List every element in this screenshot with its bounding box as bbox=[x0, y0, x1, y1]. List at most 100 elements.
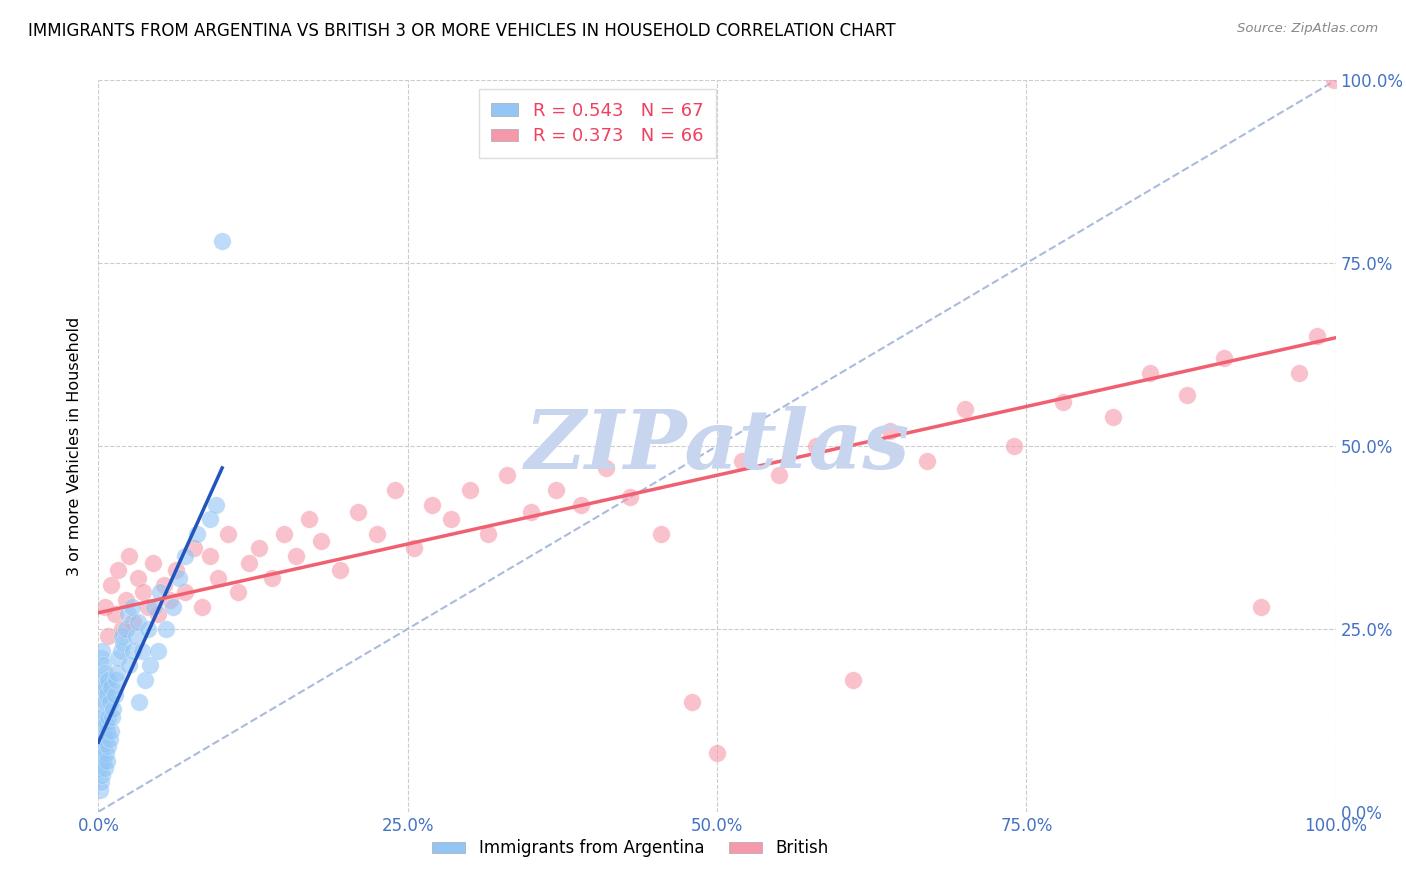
Point bbox=[93, 658, 115, 673]
Point bbox=[103, 607, 125, 622]
Point bbox=[93, 695, 115, 709]
Point bbox=[162, 599, 184, 614]
Point bbox=[768, 468, 790, 483]
Point bbox=[804, 439, 827, 453]
Point bbox=[309, 534, 332, 549]
Point bbox=[247, 541, 270, 556]
Point bbox=[93, 599, 115, 614]
Point bbox=[97, 739, 120, 753]
Point bbox=[111, 629, 134, 643]
Point bbox=[149, 585, 172, 599]
Point bbox=[167, 571, 190, 585]
Point bbox=[198, 512, 221, 526]
Point bbox=[650, 526, 672, 541]
Point bbox=[191, 599, 214, 614]
Point bbox=[89, 782, 111, 797]
Point bbox=[122, 615, 145, 629]
Point bbox=[127, 615, 149, 629]
Point bbox=[105, 665, 128, 680]
Point bbox=[93, 688, 115, 702]
Point bbox=[569, 498, 592, 512]
Point bbox=[91, 673, 114, 687]
Point bbox=[1213, 351, 1236, 366]
Point bbox=[520, 505, 543, 519]
Point bbox=[89, 702, 111, 716]
Point bbox=[91, 709, 114, 723]
Text: ZIPatlas: ZIPatlas bbox=[524, 406, 910, 486]
Point bbox=[1250, 599, 1272, 614]
Point bbox=[103, 702, 125, 716]
Point bbox=[122, 644, 145, 658]
Point bbox=[1306, 329, 1329, 343]
Point bbox=[100, 724, 122, 739]
Point bbox=[174, 585, 197, 599]
Point bbox=[366, 526, 388, 541]
Point bbox=[114, 592, 136, 607]
Point bbox=[155, 622, 177, 636]
Point bbox=[402, 541, 425, 556]
Point bbox=[101, 709, 124, 723]
Point bbox=[440, 512, 463, 526]
Point bbox=[121, 599, 143, 614]
Point bbox=[198, 549, 221, 563]
Point bbox=[103, 688, 125, 702]
Point bbox=[118, 658, 141, 673]
Point bbox=[98, 695, 121, 709]
Point bbox=[131, 644, 153, 658]
Point bbox=[1175, 388, 1198, 402]
Point bbox=[731, 453, 754, 467]
Point bbox=[90, 681, 112, 695]
Text: IMMIGRANTS FROM ARGENTINA VS BRITISH 3 OR MORE VEHICLES IN HOUSEHOLD CORRELATION: IMMIGRANTS FROM ARGENTINA VS BRITISH 3 O… bbox=[28, 22, 896, 40]
Point bbox=[104, 673, 127, 687]
Point bbox=[107, 563, 129, 577]
Point bbox=[91, 768, 114, 782]
Point bbox=[681, 695, 703, 709]
Point bbox=[226, 585, 249, 599]
Point bbox=[93, 754, 115, 768]
Point bbox=[112, 636, 135, 650]
Point bbox=[127, 571, 149, 585]
Y-axis label: 3 or more Vehicles in Household: 3 or more Vehicles in Household bbox=[67, 317, 83, 575]
Point bbox=[107, 651, 129, 665]
Point bbox=[91, 644, 114, 658]
Point bbox=[142, 556, 165, 570]
Point bbox=[136, 599, 159, 614]
Point bbox=[98, 731, 121, 746]
Point bbox=[100, 578, 122, 592]
Point bbox=[97, 673, 120, 687]
Point bbox=[1002, 439, 1025, 453]
Point bbox=[97, 709, 120, 723]
Point bbox=[273, 526, 295, 541]
Point bbox=[153, 578, 176, 592]
Point bbox=[94, 717, 117, 731]
Point bbox=[90, 651, 112, 665]
Point bbox=[495, 468, 517, 483]
Point bbox=[205, 498, 228, 512]
Point bbox=[136, 622, 159, 636]
Point bbox=[89, 761, 111, 775]
Point bbox=[96, 724, 118, 739]
Point bbox=[1323, 73, 1346, 87]
Point bbox=[90, 717, 112, 731]
Point bbox=[93, 731, 115, 746]
Point bbox=[110, 644, 132, 658]
Point bbox=[97, 629, 120, 643]
Point bbox=[124, 629, 146, 643]
Point bbox=[134, 673, 156, 687]
Point bbox=[90, 775, 112, 789]
Point bbox=[842, 673, 865, 687]
Point bbox=[96, 688, 118, 702]
Point bbox=[117, 607, 139, 622]
Point bbox=[706, 746, 728, 760]
Point bbox=[111, 622, 134, 636]
Point bbox=[91, 739, 114, 753]
Point bbox=[477, 526, 499, 541]
Point bbox=[546, 483, 568, 497]
Point bbox=[94, 746, 117, 760]
Point bbox=[139, 658, 162, 673]
Point bbox=[329, 563, 352, 577]
Point bbox=[384, 483, 406, 497]
Point bbox=[1139, 366, 1161, 380]
Point bbox=[90, 746, 112, 760]
Point bbox=[100, 681, 122, 695]
